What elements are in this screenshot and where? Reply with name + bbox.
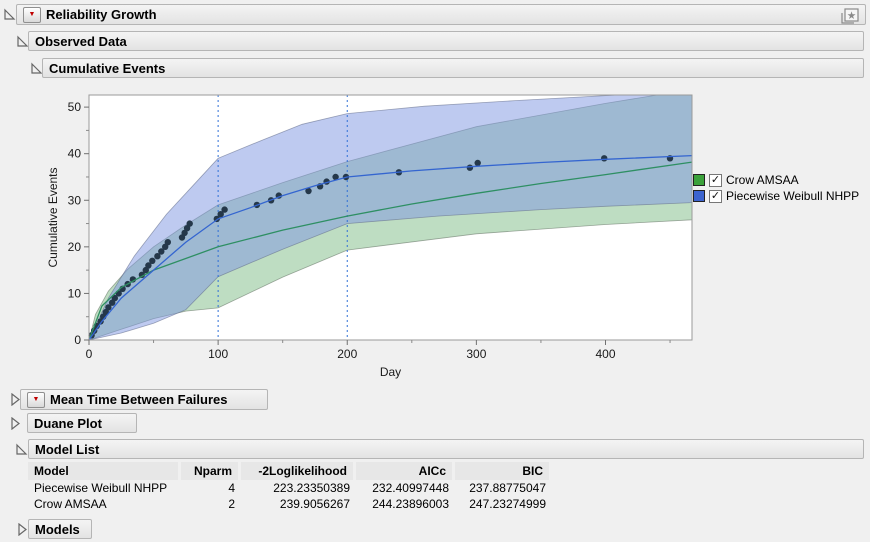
column-header-aicc: AICc [356,462,455,480]
legend-item-crow-amsaa: ✓ Crow AMSAA [693,172,859,188]
column-header-model: Model [28,462,181,480]
y-tick-label: 40 [68,147,82,161]
plot-frame [88,94,693,341]
section-title: Duane Plot [34,415,102,431]
red-triangle-menu-button[interactable]: ▼ [27,391,45,408]
legend-item-piecewise-weibull: ✓ Piecewise Weibull NHPP [693,188,859,204]
observed-data-point[interactable] [154,253,161,260]
observed-data-point[interactable] [217,211,224,218]
observed-data-point[interactable] [145,262,152,269]
model-stat-value: 239.9056267 [279,497,350,511]
y-tick-label: 10 [68,286,82,300]
x-tick-label: 400 [595,347,615,361]
model-list-header-row: Model Nparm -2Loglikelihood AICc BIC [28,462,552,480]
y-tick-label: 30 [68,193,82,207]
section-title: Model List [35,441,100,457]
legend-label: Crow AMSAA [726,173,799,187]
y-tick-label: 20 [68,240,82,254]
model-list-row[interactable]: Piecewise Weibull NHPP 4 223.23350389 232.4… [28,480,552,496]
model-stat-value: 247.23274999 [469,497,546,511]
page-title: Reliability Growth [46,7,157,22]
piecewise-weibull-nhpp-fit [89,154,692,340]
observed-data-point[interactable] [138,271,146,278]
cumulative-events-plot[interactable]: 0 100 200 300 400 0 10 20 30 40 50 Day Cumulative Ev… [0,84,870,384]
check-icon: ✓ [710,173,721,186]
outline-header-model-list[interactable]: Model List [28,439,864,459]
disclosure-triangle-expanded[interactable] [16,35,29,48]
model-stat-value: 2 [228,497,235,511]
model-name: Crow AMSAA [34,497,107,511]
disclosure-triangle-expanded[interactable] [3,8,16,21]
model-stat-value: 244.23896003 [372,497,449,511]
observed-data-point[interactable] [221,206,228,213]
disclosure-triangle-collapsed[interactable] [8,417,21,430]
legend-label: Piecewise Weibull NHPP [726,189,860,203]
observed-data-point[interactable] [111,294,119,302]
piecewise-weibull-checkbox[interactable]: ✓ [709,189,722,203]
piecewise-weibull-color-swatch [693,190,705,202]
x-tick-label: 200 [337,347,357,361]
outline-header-mtbf[interactable]: ▼ Mean Time Between Failures [20,389,268,410]
section-title: Cumulative Events [49,60,166,76]
section-title: Mean Time Between Failures [50,392,228,407]
section-title: Observed Data [35,33,127,49]
observed-data-point[interactable] [149,257,156,264]
star-icon: ★ [847,11,856,21]
y-tick-label: 50 [68,100,82,114]
observed-data-point[interactable] [474,159,481,167]
observed-data-point[interactable] [158,248,165,255]
observed-data-point[interactable] [164,239,171,246]
red-triangle-icon: ▼ [32,396,40,403]
model-list-table: Model Nparm -2Loglikelihood AICc BIC Piecewi… [28,462,552,512]
x-tick-label: 0 [86,347,93,361]
outline-header-duane-plot[interactable]: Duane Plot [27,413,137,433]
y-tick-label: 0 [74,333,81,347]
disclosure-triangle-collapsed[interactable] [15,523,28,536]
chart-legend: ✓ Crow AMSAA ✓ Piecewise Weibull NHPP [693,172,859,204]
section-title: Models [35,521,80,537]
observed-data-point[interactable] [102,308,110,316]
observed-data-point[interactable] [97,318,104,325]
model-stat-value: 223.23350389 [273,481,350,495]
arrange-windows-icon[interactable]: ★ [838,7,862,25]
piecewise-weibull-band [89,95,692,340]
column-header--2loglikelihood: -2Loglikelihood [241,462,356,480]
y-axis-title: Cumulative Events [46,167,60,267]
column-header-nparm: Nparm [181,462,241,480]
red-triangle-menu-button[interactable]: ▼ [23,6,41,23]
model-stat-value: 232.40997448 [372,481,449,495]
observed-data-point[interactable] [305,187,312,195]
outline-header-cumulative-events[interactable]: Cumulative Events [42,58,864,78]
observed-data-point[interactable] [332,173,339,181]
x-tick-label: 300 [466,347,486,361]
column-header-bic: BIC [455,462,552,480]
model-name: Piecewise Weibull NHPP [34,481,168,495]
observed-data-point[interactable] [105,304,112,311]
observed-data-point[interactable] [186,220,193,227]
x-tick-label: 100 [208,347,228,361]
crow-amsaa-checkbox[interactable]: ✓ [709,173,722,187]
observed-data-point[interactable] [181,229,188,237]
crow-amsaa-color-swatch [693,174,705,186]
x-axis-title: Day [380,365,401,379]
outline-header-models[interactable]: Models [28,519,92,539]
observed-data-point[interactable] [601,155,608,162]
crow-amsaa-fit [89,161,692,340]
red-triangle-icon: ▼ [28,11,36,18]
outline-header-observed-data[interactable]: Observed Data [28,31,864,51]
check-icon: ✓ [710,189,721,202]
outline-header-reliability-growth[interactable]: ▼ Reliability Growth ★ [16,4,866,25]
model-stat-value: 237.88775047 [469,481,546,495]
observed-data-point[interactable] [466,164,474,171]
disclosure-triangle-collapsed[interactable] [8,393,21,406]
disclosure-triangle-expanded[interactable] [15,443,28,456]
disclosure-triangle-expanded[interactable] [30,62,43,75]
model-list-row[interactable]: Crow AMSAA 2 239.9056267 244.23896003 247.23… [28,496,552,512]
cumulative-events-chart[interactable]: 0 100 200 300 400 0 10 20 30 40 50 Day Cumulative Ev… [0,84,870,384]
model-stat-value: 4 [228,481,235,495]
